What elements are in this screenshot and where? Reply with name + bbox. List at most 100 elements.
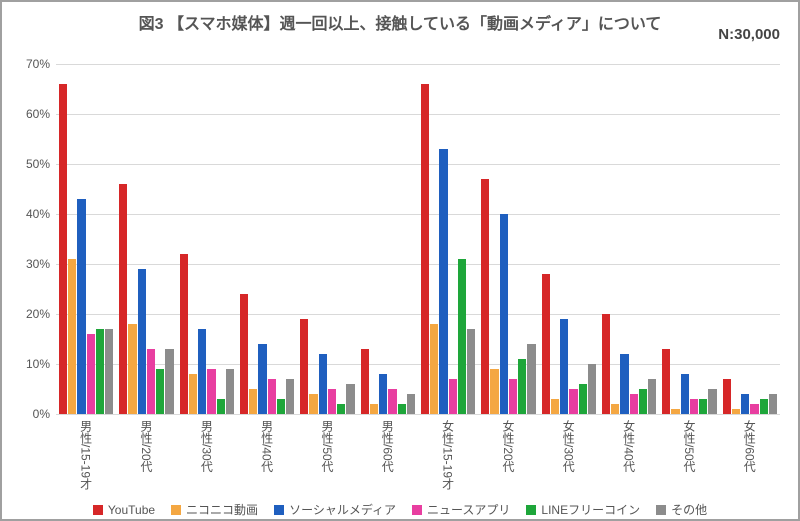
y-tick-label: 0% [16,407,50,421]
bar-groups: 男性/15-19才男性/20代男性/30代男性/40代男性/50代男性/60代女… [56,64,780,414]
bars [58,64,114,414]
bar [509,379,517,414]
bars [179,64,235,414]
bar [268,379,276,414]
legend-swatch [93,505,103,515]
bar [569,389,577,414]
bar [439,149,447,414]
x-tick-label: 男性/50代 [319,414,336,473]
legend-item: ソーシャルメディア [274,501,396,518]
category-group: 男性/60代 [358,64,418,414]
bar [421,84,429,414]
bar [147,349,155,414]
bar [156,369,164,414]
bar [309,394,317,414]
bars [541,64,597,414]
bar [217,399,225,414]
category-group: 女性/20代 [478,64,538,414]
bar [732,409,740,414]
bar [699,399,707,414]
bar [180,254,188,414]
category-group: 男性/30代 [177,64,237,414]
x-tick-label: 女性/15-19才 [440,414,457,490]
bar [741,394,749,414]
category-group: 男性/15-19才 [56,64,116,414]
legend-label: LINEフリーコイン [541,501,640,518]
bars [119,64,175,414]
x-tick-label: 女性/60代 [741,414,758,473]
bars [239,64,295,414]
bar [328,389,336,414]
y-tick-label: 40% [16,207,50,221]
y-tick-label: 60% [16,107,50,121]
bar [690,399,698,414]
category-group: 女性/15-19才 [418,64,478,414]
category-group: 女性/40代 [599,64,659,414]
bar [226,369,234,414]
chart-frame: 図3 【スマホ媒体】週一回以上、接触している「動画メディア」について N:30,… [0,0,800,521]
bar [337,404,345,414]
category-group: 女性/60代 [720,64,780,414]
bars [662,64,718,414]
legend-swatch [412,505,422,515]
bar [639,389,647,414]
bar [300,319,308,414]
bar [59,84,67,414]
bar [760,399,768,414]
x-tick-label: 女性/40代 [621,414,638,473]
category-group: 女性/30代 [539,64,599,414]
bar [518,359,526,414]
x-tick-label: 女性/30代 [560,414,577,473]
bar [681,374,689,414]
legend: YouTubeニコニコ動画ソーシャルメディアニュースアプリLINEフリーコインそ… [12,501,788,518]
bar [68,259,76,414]
bars [360,64,416,414]
bar [249,389,257,414]
category-group: 女性/50代 [659,64,719,414]
bar [723,379,731,414]
bar [769,394,777,414]
bar [128,324,136,414]
legend-label: ニュースアプリ [427,501,510,518]
bar [579,384,587,414]
bars [722,64,778,414]
bar [542,274,550,414]
bar [96,329,104,414]
bar [551,399,559,414]
bar [449,379,457,414]
bar [527,344,535,414]
bar [398,404,406,414]
category-group: 男性/40代 [237,64,297,414]
bar [346,384,354,414]
bar [277,399,285,414]
legend-swatch [526,505,536,515]
legend-item: ニュースアプリ [412,501,510,518]
gridline [56,414,780,415]
x-tick-label: 男性/20代 [138,414,155,473]
bar [588,364,596,414]
bar [648,379,656,414]
bar [750,404,758,414]
bar [198,329,206,414]
category-group: 男性/50代 [297,64,357,414]
legend-swatch [274,505,284,515]
bar [77,199,85,414]
legend-item: ニコニコ動画 [171,501,258,518]
bar [189,374,197,414]
bar [671,409,679,414]
legend-swatch [171,505,181,515]
legend-label: ニコニコ動画 [186,501,258,518]
bar [165,349,173,414]
y-tick-label: 50% [16,157,50,171]
y-tick-label: 30% [16,257,50,271]
bar [481,179,489,414]
bar [708,389,716,414]
legend-label: YouTube [108,503,155,517]
bar [319,354,327,414]
bar [620,354,628,414]
bar [258,344,266,414]
chart-title: 図3 【スマホ媒体】週一回以上、接触している「動画メディア」について [12,10,788,34]
legend-label: ソーシャルメディア [289,501,396,518]
bar [105,329,113,414]
bar [240,294,248,414]
